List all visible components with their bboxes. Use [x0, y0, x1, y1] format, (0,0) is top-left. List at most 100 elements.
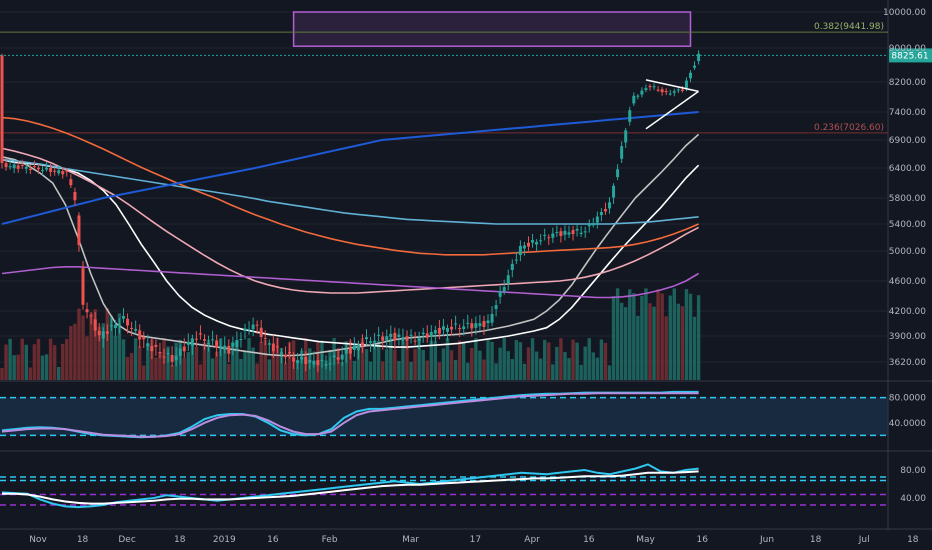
- time-tick-label: Mar: [402, 535, 419, 545]
- candle-body: [632, 95, 636, 104]
- volume-bar: [413, 348, 417, 380]
- candle-body: [235, 340, 239, 347]
- volume-bar: [437, 362, 442, 380]
- candle-body: [8, 166, 12, 168]
- osc-tick-label: 40.00: [900, 494, 926, 504]
- volume-bar: [336, 348, 340, 380]
- volume-bar: [599, 339, 604, 380]
- last-price: 8825.61: [0, 48, 932, 63]
- volume-bar: [425, 360, 429, 380]
- volume-bar: [506, 351, 510, 380]
- candle-body: [421, 332, 425, 335]
- price-tick-label: 5400.00: [889, 220, 926, 230]
- volume-bar: [73, 323, 77, 380]
- candle-body: [113, 324, 117, 329]
- candle-body: [231, 342, 235, 347]
- volume-bar: [490, 341, 494, 380]
- volume-bar: [251, 347, 255, 380]
- candle-body: [41, 170, 44, 172]
- candle-body: [401, 337, 405, 341]
- candle-body: [628, 110, 632, 122]
- volume-bar: [186, 352, 190, 380]
- stoch-axis: 80.0000 40.0000: [889, 394, 926, 429]
- volume-bar: [101, 323, 105, 380]
- volume-bar: [170, 364, 174, 380]
- ma-line: [1, 111, 699, 225]
- candle-body: [142, 337, 146, 340]
- candle-body: [373, 340, 377, 342]
- time-axis[interactable]: Nov 18 Dec 18 2019 16 Feb Mar 17 Apr 16 May 16 Jun 18 J…: [29, 535, 919, 545]
- volume-bar: [543, 339, 547, 380]
- candle-body: [595, 216, 599, 223]
- candle-body: [648, 85, 652, 88]
- volume-bar: [77, 308, 81, 380]
- price-axis[interactable]: 10000.00 9000.00 8200.00 7400.00 6900.00 6400…: [883, 8, 926, 368]
- candle-body: [247, 329, 251, 331]
- volume-bar: [223, 347, 227, 380]
- candle-body: [20, 165, 24, 167]
- ma-line: [1, 158, 699, 225]
- volume-bar: [243, 351, 247, 380]
- candle-body: [494, 305, 498, 309]
- volume-bar: [255, 363, 259, 380]
- volume-bar: [283, 362, 288, 380]
- candle-body: [413, 340, 417, 342]
- volume-bar: [381, 361, 385, 380]
- candle-body: [296, 360, 300, 363]
- volume-bar: [664, 316, 668, 380]
- volume-bar: [28, 367, 33, 380]
- candle-body: [490, 313, 494, 323]
- candle-body: [668, 93, 672, 95]
- volume-bar: [555, 346, 559, 380]
- candle-body: [126, 318, 130, 326]
- volume-bar: [692, 316, 697, 380]
- candle-body: [316, 360, 320, 366]
- volume-bar: [587, 338, 591, 380]
- candle-body: [527, 242, 530, 247]
- volume-bar: [453, 360, 458, 380]
- volume-bar: [376, 340, 381, 380]
- volume-bar: [466, 362, 470, 380]
- candle-body: [551, 233, 555, 238]
- volume-bar: [421, 349, 425, 380]
- candle-body: [360, 342, 364, 347]
- volume-bar: [105, 308, 109, 380]
- volume-bar: [478, 350, 482, 380]
- rsi-axis: 80.00 40.00: [900, 466, 926, 504]
- candle-body: [138, 330, 142, 340]
- volume-bar: [227, 363, 231, 380]
- candle-body: [0, 55, 4, 163]
- candle-body: [381, 336, 385, 341]
- candle-body: [535, 242, 539, 245]
- volume-bar: [32, 344, 37, 380]
- rsi-panel[interactable]: [0, 453, 888, 528]
- volume-bar: [48, 338, 53, 380]
- volume-bar: [275, 338, 280, 380]
- volume-bar: [449, 350, 454, 380]
- osc-line: [1, 392, 699, 438]
- volume-bar: [644, 288, 648, 380]
- time-tick-label: 17: [470, 535, 481, 545]
- volume-bar: [239, 358, 243, 380]
- time-tick-label: 16: [696, 535, 708, 545]
- candle-body: [122, 316, 125, 319]
- candle-body: [101, 331, 105, 339]
- candle-body: [531, 239, 535, 243]
- candle-body: [36, 167, 40, 170]
- candle-body: [603, 209, 607, 212]
- candle-body: [304, 357, 308, 365]
- candle-body: [89, 315, 93, 317]
- price-grid: [0, 11, 888, 363]
- price-panel[interactable]: [0, 0, 888, 380]
- volume-bar: [61, 343, 65, 380]
- volume-bar: [494, 363, 498, 380]
- volume-bar: [571, 339, 575, 380]
- volume-bar: [271, 350, 276, 380]
- candle-body: [211, 339, 215, 341]
- candle-body: [672, 91, 676, 93]
- candle-body: [292, 357, 296, 362]
- volume-bar: [656, 289, 660, 380]
- candle-body: [644, 88, 648, 91]
- candle-body: [518, 245, 522, 256]
